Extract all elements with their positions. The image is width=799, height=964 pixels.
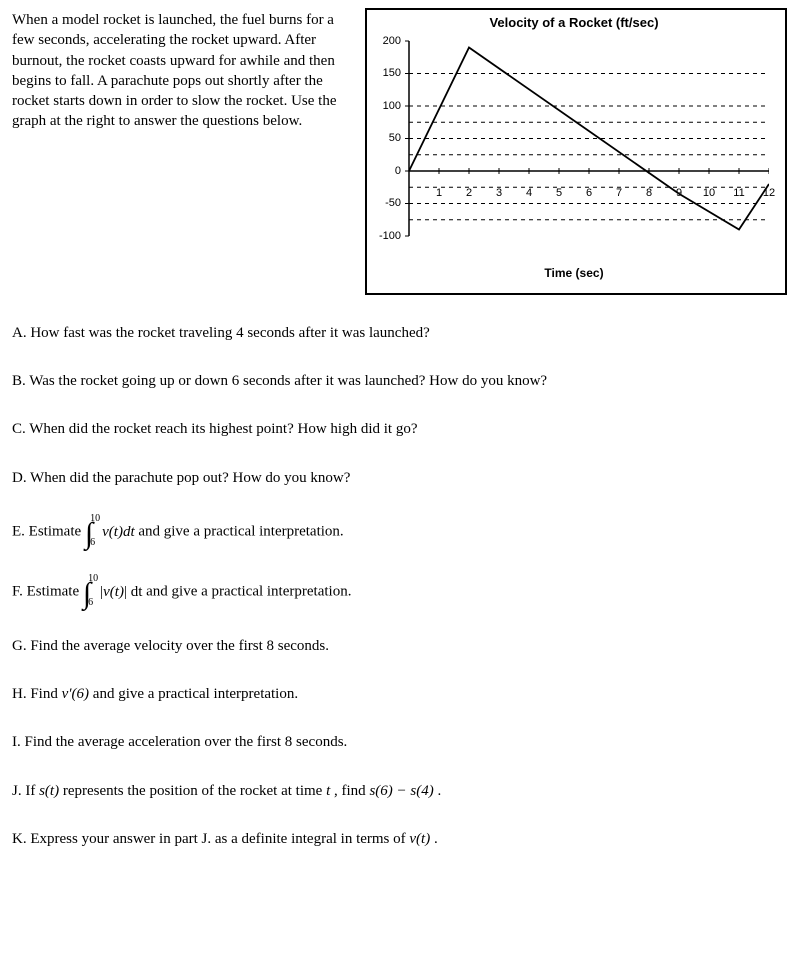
chart-title: Velocity of a Rocket (ft/sec) xyxy=(371,14,777,32)
integral-F: ∫ 10 6 |v(t)| dt xyxy=(83,576,142,608)
y-tick-label: 100 xyxy=(371,99,401,114)
questions-block: A. How fast was the rocket traveling 4 s… xyxy=(12,323,787,849)
chart-plot-area: 200150100500-50-100 123456789101112 xyxy=(371,36,777,247)
x-tick-label: 4 xyxy=(526,186,532,201)
question-H-pre: H. Find xyxy=(12,686,62,702)
question-D: D. When did the parachute pop out? How d… xyxy=(12,468,787,488)
question-H-expr: v′(6) xyxy=(62,686,89,702)
question-K-v: v(t) xyxy=(409,831,430,847)
question-H: H. Find v′(6) and give a practical inter… xyxy=(12,684,787,704)
y-tick-label: -50 xyxy=(371,196,401,211)
y-tick-label: -100 xyxy=(371,229,401,244)
x-tick-label: 1 xyxy=(436,186,442,201)
question-J-post: . xyxy=(437,783,441,799)
question-I: I. Find the average acceleration over th… xyxy=(12,732,787,752)
y-tick-label: 0 xyxy=(371,164,401,179)
top-section: When a model rocket is launched, the fue… xyxy=(12,8,787,295)
x-tick-label: 11 xyxy=(733,186,744,201)
question-J-s: s(t) xyxy=(39,783,59,799)
intro-paragraph: When a model rocket is launched, the fue… xyxy=(12,8,357,132)
y-tick-label: 200 xyxy=(371,34,401,49)
integral-E-integrand: v(t)dt xyxy=(102,522,134,542)
question-E-pre: E. Estimate xyxy=(12,523,85,539)
x-tick-label: 8 xyxy=(646,186,652,201)
y-tick-label: 150 xyxy=(371,66,401,81)
integral-symbol-icon: ∫ xyxy=(83,583,91,604)
question-J-pre: J. If xyxy=(12,783,39,799)
question-H-post: and give a practical interpretation. xyxy=(93,686,298,702)
x-tick-label: 9 xyxy=(676,186,682,201)
x-tick-label: 7 xyxy=(616,186,622,201)
question-F: F. Estimate ∫ 10 6 |v(t)| dt and give a … xyxy=(12,576,787,608)
question-J: J. If s(t) represents the position of th… xyxy=(12,781,787,801)
question-G: G. Find the average velocity over the fi… xyxy=(12,636,787,656)
integral-E: ∫ 10 6 v(t)dt xyxy=(85,516,135,548)
question-E: E. Estimate ∫ 10 6 v(t)dt and give a pra… xyxy=(12,516,787,548)
x-tick-label: 12 xyxy=(763,186,775,201)
y-tick-label: 50 xyxy=(371,131,401,146)
question-J-t: t xyxy=(326,783,330,799)
question-K-post: . xyxy=(434,831,438,847)
question-K: K. Express your answer in part J. as a d… xyxy=(12,829,787,849)
velocity-chart: Velocity of a Rocket (ft/sec) 2001501005… xyxy=(365,8,787,295)
question-F-post: and give a practical interpretation. xyxy=(146,583,351,599)
x-tick-label: 6 xyxy=(586,186,592,201)
question-B: B. Was the rocket going up or down 6 sec… xyxy=(12,371,787,391)
question-E-post: and give a practical interpretation. xyxy=(138,523,343,539)
x-tick-label: 3 xyxy=(496,186,502,201)
chart-svg xyxy=(371,36,769,241)
question-A: A. How fast was the rocket traveling 4 s… xyxy=(12,323,787,343)
question-K-pre: K. Express your answer in part J. as a d… xyxy=(12,831,409,847)
question-J-mid1: represents the position of the rocket at… xyxy=(63,783,326,799)
question-J-mid2: , find xyxy=(334,783,369,799)
x-tick-label: 2 xyxy=(466,186,472,201)
integral-F-integrand: v(t) xyxy=(103,582,124,602)
question-J-expr: s(6) − s(4) xyxy=(369,783,433,799)
integral-symbol-icon: ∫ xyxy=(85,523,93,544)
question-F-pre: F. Estimate xyxy=(12,583,83,599)
question-C: C. When did the rocket reach its highest… xyxy=(12,419,787,439)
abs-close: | dt xyxy=(124,582,142,602)
x-axis-label: Time (sec) xyxy=(371,265,777,281)
x-tick-label: 5 xyxy=(556,186,562,201)
x-tick-label: 10 xyxy=(703,186,715,201)
